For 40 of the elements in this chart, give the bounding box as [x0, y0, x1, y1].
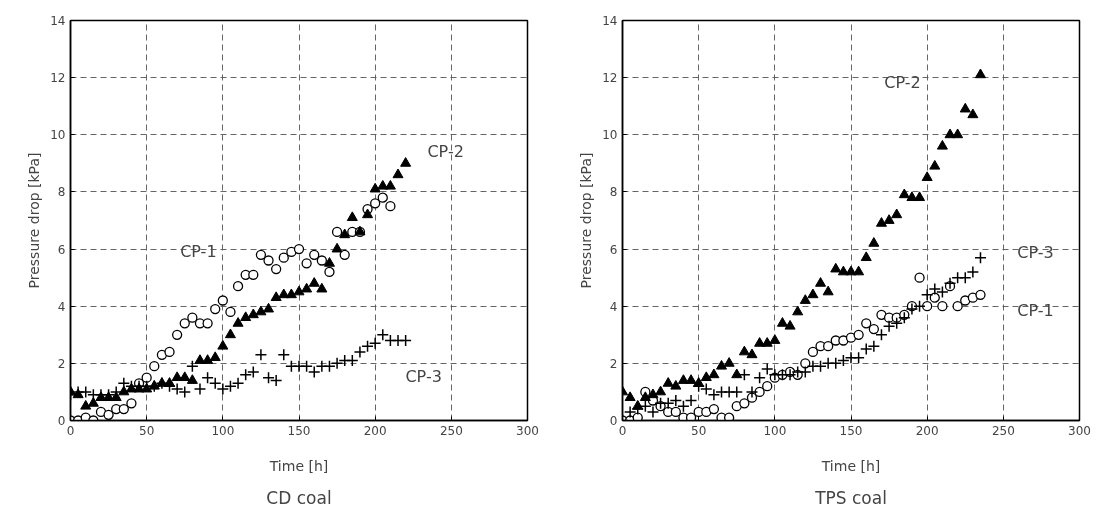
y-tick-label: 2 [57, 356, 66, 371]
text: CP-2 [884, 73, 921, 93]
y-tick-label: 14 [50, 14, 66, 28]
y-tick-label: 0 [57, 414, 66, 428]
x-tick-label: 50 [139, 423, 155, 438]
x-tick-label: 250 [991, 423, 1015, 438]
y-tick-label: 14 [602, 14, 618, 28]
x-tick-label: 100 [211, 423, 235, 438]
y-tick-label: 6 [57, 242, 66, 257]
x-tick-label: 100 [763, 423, 787, 438]
y-tick-label: 2 [609, 356, 618, 371]
x-tick-label: 300 [516, 423, 539, 438]
series-label: CP-3 [405, 367, 442, 386]
text: CD coal [266, 487, 332, 508]
series-label: CP-2 [427, 141, 464, 161]
y-tick-label: 4 [57, 299, 66, 314]
x-tick-label: 50 [691, 423, 707, 438]
y-tick-label: 10 [50, 128, 66, 143]
y-tick-label: 12 [602, 71, 618, 86]
x-tick-label: 200 [915, 423, 939, 438]
y-tick-label: 6 [609, 242, 618, 257]
x-tick-label: 300 [1068, 423, 1091, 438]
x-axis-title: Time [h] [820, 457, 881, 474]
x-tick-label: 200 [363, 423, 387, 438]
y-tick-label: 8 [609, 185, 618, 200]
y-tick-label: 0 [609, 414, 618, 428]
x-tick-label: 150 [839, 423, 863, 438]
x-tick-label: 150 [287, 423, 311, 438]
y-tick-label: 12 [50, 71, 66, 86]
x-axis-title: Time [h] [268, 457, 329, 474]
y-axis-title: Pressure drop [kPa] [26, 152, 43, 289]
text: CP-1 [1017, 301, 1054, 321]
y-tick-label: 8 [57, 185, 66, 200]
y-tick-label: 4 [609, 299, 618, 314]
y-tick-label: 10 [602, 128, 618, 143]
series-label: CP-1 [180, 242, 217, 262]
y-axis-title: Pressure drop [kPa] [578, 152, 595, 289]
series-label: CP-3 [1017, 243, 1054, 263]
x-tick-label: 250 [439, 423, 463, 438]
text: TPS coal [814, 487, 887, 508]
